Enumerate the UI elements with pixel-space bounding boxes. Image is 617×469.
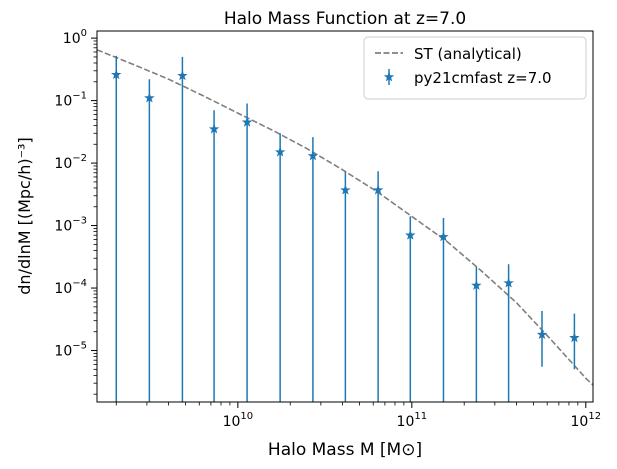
y-tick-3-label: 10−3	[54, 216, 87, 235]
legend: ST (analytical) py21cmfast z=7.0	[363, 36, 587, 100]
plot-frame	[96, 30, 594, 403]
data-point-star	[241, 116, 253, 127]
y-tick-4-exponent: −4	[72, 278, 87, 289]
y-tick-4-label: 10−4	[54, 278, 87, 297]
data-point-star	[536, 329, 548, 339]
legend-label-py21cmfast: py21cmfast z=7.0	[414, 69, 552, 87]
x-tick-1-base: 10	[397, 414, 415, 430]
y-tick-3-base: 10	[54, 219, 72, 235]
legend-star-swatch	[383, 69, 395, 85]
y-tick-5-base: 10	[54, 344, 72, 360]
x-tick-0-label: 1010	[223, 411, 254, 430]
x-tick-2-base: 10	[571, 414, 589, 430]
y-tick-0-base: 10	[63, 31, 81, 47]
legend-box	[363, 36, 587, 100]
y-tick-2-base: 10	[54, 156, 72, 172]
st-analytical-line	[97, 49, 593, 386]
data-point-star	[372, 184, 384, 195]
x-tick-1-exponent: 11	[414, 411, 427, 422]
x-tick-2-exponent: 12	[588, 411, 601, 422]
y-tick-4-base: 10	[54, 281, 72, 297]
data-point-star	[274, 146, 286, 157]
data-point-star	[208, 123, 220, 134]
y-tick-0-label: 100	[63, 28, 87, 47]
data-point-star	[307, 150, 319, 161]
x-tick-0-base: 10	[223, 414, 241, 430]
data-point-star	[111, 69, 122, 80]
legend-label-st: ST (analytical)	[414, 45, 522, 63]
chart-title: Halo Mass Function at z=7.0	[224, 9, 466, 29]
x-tick-0-exponent: 10	[240, 411, 253, 422]
y-tick-2-exponent: −2	[72, 153, 87, 164]
data-point-star	[471, 279, 482, 290]
data-point-star	[438, 231, 449, 242]
y-tick-2-label: 10−2	[54, 153, 87, 172]
x-tick-2-label: 1012	[571, 411, 602, 430]
y-tick-3-exponent: −3	[72, 216, 87, 227]
data-point-star	[340, 184, 351, 195]
y-tick-0-exponent: 0	[81, 28, 87, 39]
y-tick-1-base: 10	[54, 94, 72, 110]
y-tick-1-exponent: −1	[72, 91, 87, 102]
x-axis-label: Halo Mass M [M⊙]	[268, 440, 422, 460]
y-tick-5-label: 10−5	[54, 341, 87, 360]
x-tick-1-label: 1011	[397, 411, 428, 430]
data-point-star	[405, 229, 416, 240]
plot-series	[97, 49, 593, 402]
legend-star-marker	[383, 71, 395, 82]
y-axis-label: dn/dlnM [(Mpc/h)⁻³]	[15, 137, 34, 294]
data-point-star	[569, 332, 580, 343]
data-point-star	[503, 277, 514, 288]
data-point-star	[144, 92, 155, 103]
y-tick-1-label: 10−1	[54, 91, 87, 110]
y-tick-5-exponent: −5	[72, 341, 87, 352]
data-point-star	[177, 70, 188, 81]
